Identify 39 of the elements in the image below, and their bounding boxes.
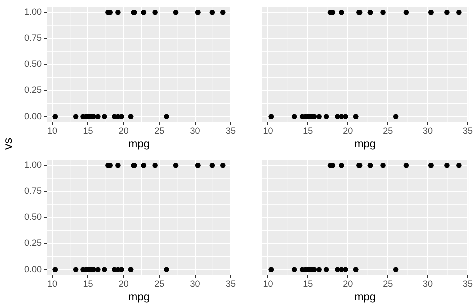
- x-tick-label: 10: [48, 278, 58, 289]
- y-tick-label: 1.00: [24, 160, 42, 170]
- x-tick-label: 25: [383, 126, 394, 136]
- x-tick-label: 20: [343, 126, 354, 136]
- x-axis-title: mpg: [354, 138, 376, 150]
- x-tick-label: 15: [303, 278, 314, 289]
- x-tick-label: 35: [226, 278, 236, 289]
- y-tick-label: 0.75: [24, 186, 42, 196]
- y-tick-label: 1.00: [24, 7, 42, 18]
- x-tick-label: 25: [154, 278, 165, 289]
- y-tick-label: 0.25: [24, 238, 42, 248]
- y-tick-label: 0.00: [24, 264, 42, 274]
- x-axis-title: mpg: [128, 138, 150, 150]
- x-tick-label: 35: [462, 126, 473, 136]
- x-tick-label: 35: [226, 126, 236, 136]
- x-tick-label: 20: [118, 278, 129, 289]
- x-tick-label: 30: [423, 278, 434, 289]
- x-axis-title: mpg: [354, 291, 376, 304]
- x-tick-label: 30: [423, 126, 434, 136]
- y-tick-label: 0.75: [24, 33, 42, 44]
- x-axis-title: mpg: [128, 291, 150, 304]
- y-tick-label: 0.00: [24, 111, 42, 122]
- x-tick-label: 20: [343, 278, 354, 289]
- x-tick-label: 15: [83, 126, 94, 136]
- y-axis-title: vs: [1, 138, 15, 150]
- x-tick-label: 10: [263, 126, 274, 136]
- x-tick-label: 20: [118, 126, 129, 136]
- x-tick-label: 10: [263, 278, 274, 289]
- x-tick-label: 25: [154, 126, 165, 136]
- x-tick-label: 25: [383, 278, 394, 289]
- x-tick-label: 15: [303, 126, 314, 136]
- x-tick-label: 30: [190, 278, 200, 289]
- y-tick-label: 0.25: [24, 85, 42, 96]
- x-tick-label: 15: [83, 278, 94, 289]
- y-tick-label: 0.50: [24, 212, 42, 222]
- x-tick-label: 35: [462, 278, 473, 289]
- x-tick-label: 30: [190, 126, 200, 136]
- y-tick-label: 0.50: [24, 59, 42, 70]
- x-tick-label: 10: [48, 126, 58, 136]
